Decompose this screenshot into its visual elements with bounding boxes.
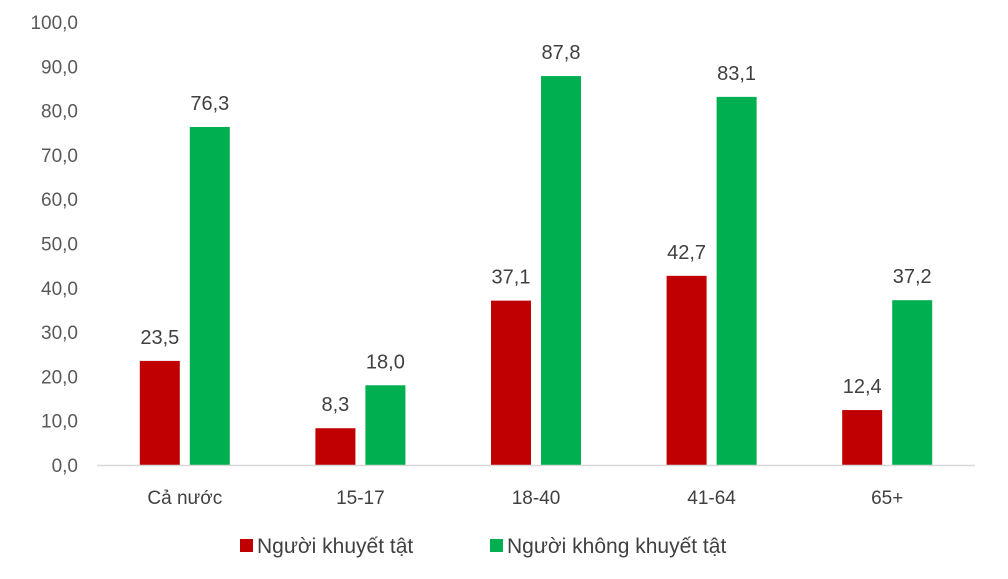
data-label: 87,8 [542, 42, 581, 64]
data-label: 83,1 [717, 63, 756, 85]
y-tick-label: 30,0 [41, 323, 78, 344]
y-tick-label: 60,0 [41, 190, 78, 211]
legend: Người khuyết tật Người không khuyết tật [240, 535, 726, 558]
y-tick-label: 80,0 [41, 102, 78, 123]
legend-label: Người không khuyết tật [507, 535, 726, 558]
x-tick-label: 15-17 [336, 488, 385, 509]
data-label: 23,5 [140, 327, 179, 349]
data-label: 37,1 [492, 267, 531, 289]
y-tick-label: 90,0 [41, 57, 78, 78]
y-tick-label: 0,0 [52, 456, 78, 477]
bar-disabled [666, 275, 707, 465]
bar-non-disabled [189, 126, 230, 465]
data-label: 42,7 [667, 242, 706, 264]
x-tick-label: 18-40 [512, 488, 561, 509]
data-label: 8,3 [321, 394, 349, 416]
data-label: 76,3 [190, 93, 229, 115]
bar-disabled [842, 410, 883, 465]
y-axis: 0,0 10,0 20,0 30,0 40,0 50,0 60,0 70,0 80,0 90,0 1… [30, 13, 78, 477]
y-tick-label: 10,0 [41, 412, 78, 433]
x-tick-label: Cả nước [147, 488, 222, 509]
y-tick-label: 50,0 [41, 235, 78, 256]
bar-non-disabled [892, 300, 933, 465]
bar-disabled [315, 428, 356, 465]
x-tick-label: 41-64 [687, 488, 736, 509]
bar-disabled [491, 300, 531, 465]
y-tick-label: 100,0 [30, 13, 78, 34]
y-tick-label: 70,0 [41, 146, 78, 167]
data-label: 37,2 [893, 266, 932, 288]
x-axis: Cả nước 15-17 18-40 41-64 65+ [97, 464, 975, 509]
data-label: 12,4 [843, 376, 882, 398]
bar-non-disabled [365, 385, 406, 465]
bar-non-disabled [541, 76, 581, 466]
data-labels: 23,5 76,3 8,3 18,0 37,1 87,8 42,7 83,1 12,4 37,2 [140, 42, 931, 416]
x-tick-label: 65+ [871, 488, 903, 509]
y-tick-label: 40,0 [41, 279, 78, 300]
y-tick-label: 20,0 [41, 367, 78, 388]
bars [139, 76, 933, 466]
legend-swatch [240, 539, 253, 552]
legend-label: Người khuyết tật [257, 535, 413, 558]
bar-non-disabled [716, 96, 757, 465]
data-label: 18,0 [366, 351, 405, 373]
legend-swatch [490, 539, 503, 552]
bar-disabled [139, 360, 180, 465]
